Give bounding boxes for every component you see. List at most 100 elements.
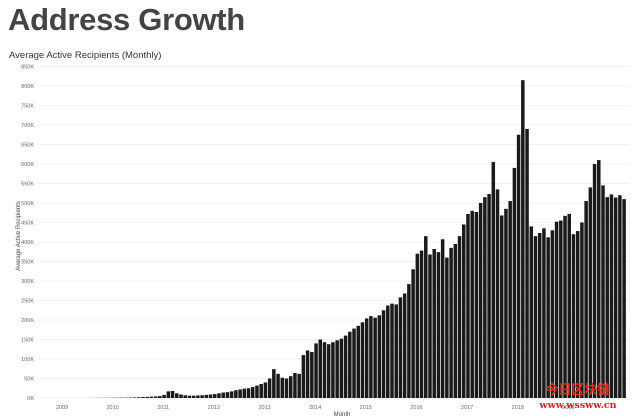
bar <box>563 215 567 398</box>
bar <box>411 269 415 398</box>
y-tick-label: 800K <box>21 84 34 90</box>
bar <box>618 195 622 398</box>
bar <box>331 342 335 398</box>
x-tick-label: 2012 <box>208 405 220 411</box>
bar <box>284 378 289 398</box>
bar <box>132 397 137 398</box>
y-tick-label: 500K <box>21 201 34 207</box>
bar <box>462 224 466 398</box>
bar <box>217 393 221 398</box>
y-tick-label: 100K <box>21 357 34 363</box>
bar <box>525 128 529 398</box>
bar <box>314 343 318 398</box>
bar <box>571 234 576 398</box>
bar <box>622 199 626 398</box>
bar <box>158 396 162 398</box>
bar <box>149 396 154 398</box>
bar <box>141 397 145 398</box>
x-tick-label: 2010 <box>106 405 118 411</box>
y-tick-label: 250K <box>21 299 34 305</box>
bar <box>499 215 504 398</box>
bar <box>394 304 398 398</box>
bar <box>424 236 428 398</box>
bar <box>609 194 614 398</box>
bar <box>580 222 584 398</box>
bar <box>179 394 183 398</box>
y-tick-label: 700K <box>21 123 34 129</box>
watermark-logo: 今日区块链 www.wssww.cn <box>528 382 628 415</box>
bar <box>301 355 306 398</box>
bar <box>175 393 179 398</box>
bar <box>153 396 158 398</box>
bar <box>491 162 496 398</box>
bar <box>280 377 285 398</box>
bar-series <box>90 80 626 399</box>
bar <box>213 394 217 398</box>
x-axis-label: Month <box>334 412 351 418</box>
x-tick-label: 2015 <box>360 405 372 411</box>
bar <box>537 233 542 398</box>
bar <box>369 316 373 398</box>
y-tick-label: 400K <box>21 240 34 246</box>
bar <box>449 247 453 398</box>
bar <box>221 392 225 398</box>
bar <box>381 310 386 398</box>
y-tick-label: 0K <box>27 396 34 402</box>
bar <box>356 325 360 398</box>
bar <box>310 351 314 398</box>
bar <box>432 249 436 398</box>
bar <box>352 328 356 398</box>
bar <box>516 134 521 398</box>
bar <box>238 389 242 398</box>
bar <box>166 391 171 398</box>
bar <box>546 237 550 398</box>
bar <box>229 391 234 398</box>
x-tick-label: 2018 <box>512 405 524 411</box>
bar <box>474 211 479 398</box>
bar <box>550 230 555 398</box>
bar <box>504 208 508 398</box>
bar <box>567 213 571 398</box>
x-axis-ticks: 2009 2010 2011 2012 2013 2014 2015 2016 2017 2018… <box>56 405 575 411</box>
bar <box>288 376 293 398</box>
bar <box>170 390 175 398</box>
bar <box>386 305 390 398</box>
bar <box>162 394 166 398</box>
x-tick-label: 2011 <box>157 405 169 411</box>
y-tick-label: 300K <box>21 279 34 285</box>
y-tick-label: 350K <box>21 260 34 266</box>
bar <box>584 201 588 398</box>
bar <box>297 373 301 398</box>
bar <box>483 197 487 398</box>
bar <box>208 394 213 398</box>
bar <box>605 197 609 398</box>
x-tick-label: 2009 <box>56 405 68 411</box>
bar <box>191 395 196 398</box>
bar <box>348 331 352 398</box>
y-tick-label: 450K <box>21 221 34 227</box>
x-tick-label: 2014 <box>309 405 321 411</box>
y-tick-label: 750K <box>21 104 34 110</box>
bar <box>293 373 297 398</box>
bar <box>242 388 247 398</box>
y-tick-label: 200K <box>21 318 34 324</box>
bar <box>440 239 445 398</box>
bar <box>407 284 411 398</box>
bar <box>428 254 432 398</box>
bar <box>478 203 483 398</box>
bar <box>554 221 559 398</box>
y-tick-label: 850K <box>21 65 34 71</box>
bar <box>533 236 538 398</box>
bar <box>390 303 394 398</box>
x-tick-label: 2016 <box>410 405 422 411</box>
bar <box>259 383 263 398</box>
bar <box>225 392 230 398</box>
bar <box>398 297 403 398</box>
watermark-url: www.wssww.cn <box>539 400 617 411</box>
bar <box>597 160 601 398</box>
y-tick-label: 50K <box>24 377 34 383</box>
bar <box>453 243 458 398</box>
watermark-brand: 今日区块链 <box>545 383 611 398</box>
bar <box>613 197 618 398</box>
